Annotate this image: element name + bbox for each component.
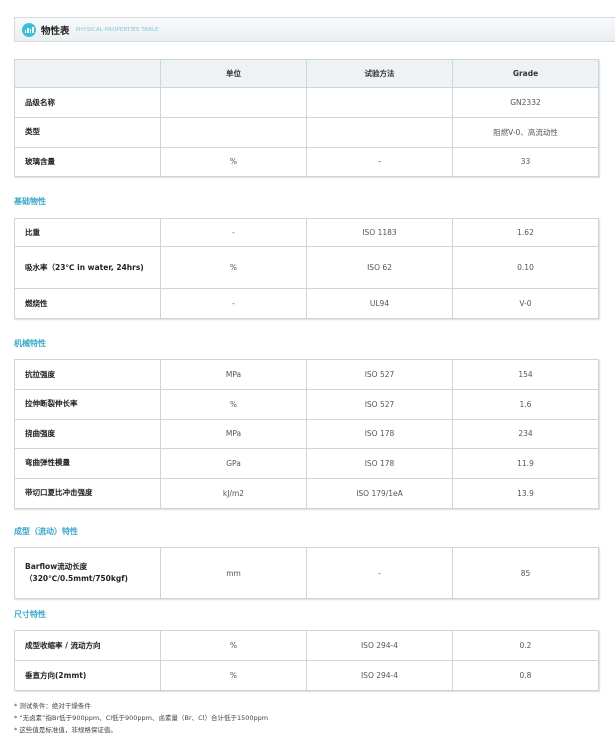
page-title: 物性表 <box>41 25 70 37</box>
method-cell <box>306 117 453 148</box>
unit-cell <box>160 87 307 118</box>
section-table: Barflow流动长度（320℃/0.5mmt/750kgf) mm -85 <box>14 547 599 599</box>
property-name: 玻璃含量 <box>14 146 161 177</box>
page-subtitle: PHYSICAL PROPERTIES TABLE <box>75 26 159 33</box>
value-cell: 1.6 <box>452 389 599 420</box>
method-cell: ISO 1183 <box>306 218 453 247</box>
method-cell: – <box>306 146 453 177</box>
method-cell: - <box>306 547 453 599</box>
property-name: 类型 <box>14 117 161 148</box>
value-cell: 11.9 <box>452 448 599 479</box>
section-title: 基础物性 <box>14 197 46 206</box>
footnotes: * 测试条件：绝对干燥条件 * “无卤素”指Br低于900ppm、Cl低于900… <box>14 700 268 736</box>
property-name: 抗拉强度 <box>14 359 161 390</box>
method-cell: ISO 294-4 <box>306 630 453 661</box>
property-name: 燃烧性 <box>14 288 161 319</box>
unit-cell: mm <box>160 547 307 599</box>
table-row: 带切口夏比冲击强度 kJ/m2 ISO 179/1eA 13.9 <box>14 477 599 509</box>
section-title: 成型（流动）特性 <box>14 527 78 536</box>
property-name: 品级名称 <box>14 87 161 118</box>
property-name: 吸水率（23℃ in water, 24hrs) <box>14 246 161 289</box>
bar-chart-icon <box>22 22 36 37</box>
unit-cell: MPa <box>160 418 307 449</box>
table-row: 类型 阻燃V-0、高流动性 <box>14 117 599 148</box>
method-cell: UL94 <box>306 288 453 319</box>
col-header: 试验方法 <box>306 59 453 88</box>
unit-cell: % <box>160 660 307 691</box>
method-cell: ISO 527 <box>306 359 453 390</box>
table-row: 品级名称 GN2332 <box>14 87 599 118</box>
section-title: 尺寸特性 <box>14 610 46 619</box>
method-cell: ISO 294-4 <box>306 660 453 691</box>
table-row: 挠曲强度 MPa ISO 178 234 <box>14 418 599 449</box>
property-name: 挠曲强度 <box>14 418 161 449</box>
value-cell: GN2332 <box>452 87 599 118</box>
property-name: 拉伸断裂伸长率 <box>14 389 161 420</box>
property-name: 比重 <box>14 218 161 247</box>
value-cell: 85 <box>452 547 599 599</box>
footnote: * 这些值是标准值，非规格保证值。 <box>14 726 117 734</box>
property-name: Barflow流动长度（320℃/0.5mmt/750kgf) <box>14 547 161 599</box>
section-table: 成型收缩率 / 流动方向% ISO 294-4 0.2 垂直方向(2mmt)% ISO … <box>14 630 599 691</box>
col-header: 单位 <box>160 59 307 88</box>
footnote: * “无卤素”指Br低于900ppm、Cl低于900ppm、卤素量（Br、Cl）… <box>14 714 269 722</box>
value-cell: 1.62 <box>452 218 599 247</box>
unit-cell: % <box>160 246 307 289</box>
table-row: 拉伸断裂伸长率% ISO 527 1.6 <box>14 389 599 420</box>
table-row: 抗拉强度 MPa ISO 527 154 <box>14 359 599 390</box>
method-cell <box>306 87 453 118</box>
value-cell: 13.9 <box>452 477 599 509</box>
unit-cell: % <box>160 389 307 420</box>
value-cell: 0.8 <box>452 660 599 691</box>
property-name: 成型收缩率 / 流动方向 <box>14 630 161 661</box>
method-cell: ISO 179/1eA <box>306 477 453 509</box>
table-row: 弯曲弹性模量 GPa ISO 178 11.9 <box>14 448 599 479</box>
unit-cell: - <box>160 218 307 247</box>
col-header: Grade <box>452 59 599 88</box>
unit-cell: MPa <box>160 359 307 390</box>
method-cell: ISO 178 <box>306 418 453 449</box>
table-row: Barflow流动长度（320℃/0.5mmt/750kgf) mm -85 <box>14 547 599 599</box>
unit-cell: % <box>160 630 307 661</box>
property-name: 弯曲弹性模量 <box>14 448 161 479</box>
table-row: 垂直方向(2mmt)% ISO 294-4 0.8 <box>14 660 599 691</box>
section-title: 机械特性 <box>14 339 46 348</box>
footnote: * 测试条件：绝对干燥条件 <box>14 702 91 710</box>
property-name: 带切口夏比冲击强度 <box>14 477 161 509</box>
method-cell: ISO 178 <box>306 448 453 479</box>
value-cell: V-0 <box>452 288 599 319</box>
unit-cell: kJ/m2 <box>160 477 307 509</box>
unit-cell <box>160 117 307 148</box>
table-row: 比重 - ISO 1183 1.62 <box>14 218 599 247</box>
method-cell: ISO 62 <box>306 246 453 289</box>
value-cell: 234 <box>452 418 599 449</box>
unit-cell: % <box>160 146 307 177</box>
col-header <box>14 59 161 88</box>
table-row: 燃烧性 - UL94 V-0 <box>14 288 599 319</box>
section-table: 抗拉强度 MPa ISO 527 154 拉伸断裂伸长率% ISO 527 1.6 挠曲强度 M… <box>14 359 599 509</box>
value-cell: 0.2 <box>452 630 599 661</box>
value-cell: 33 <box>452 146 599 177</box>
value-cell: 阻燃V-0、高流动性 <box>452 117 599 148</box>
page-header: 物性表 PHYSICAL PROPERTIES TABLE <box>14 17 615 42</box>
general-table: 单位 试验方法 Grade 品级名称 GN2332 类型 阻燃V-0、高流动性 玻璃含量% –… <box>14 59 599 177</box>
table-row: 吸水率（23℃ in water, 24hrs)% ISO 62 0.10 <box>14 246 599 289</box>
unit-cell: GPa <box>160 448 307 479</box>
method-cell: ISO 527 <box>306 389 453 420</box>
property-name: 垂直方向(2mmt) <box>14 660 161 691</box>
value-cell: 154 <box>452 359 599 390</box>
value-cell: 0.10 <box>452 246 599 289</box>
table-row: 玻璃含量% –33 <box>14 146 599 177</box>
unit-cell: - <box>160 288 307 319</box>
table-row: 成型收缩率 / 流动方向% ISO 294-4 0.2 <box>14 630 599 661</box>
section-table: 比重 - ISO 1183 1.62 吸水率（23℃ in water, 24hrs)%… <box>14 218 599 319</box>
